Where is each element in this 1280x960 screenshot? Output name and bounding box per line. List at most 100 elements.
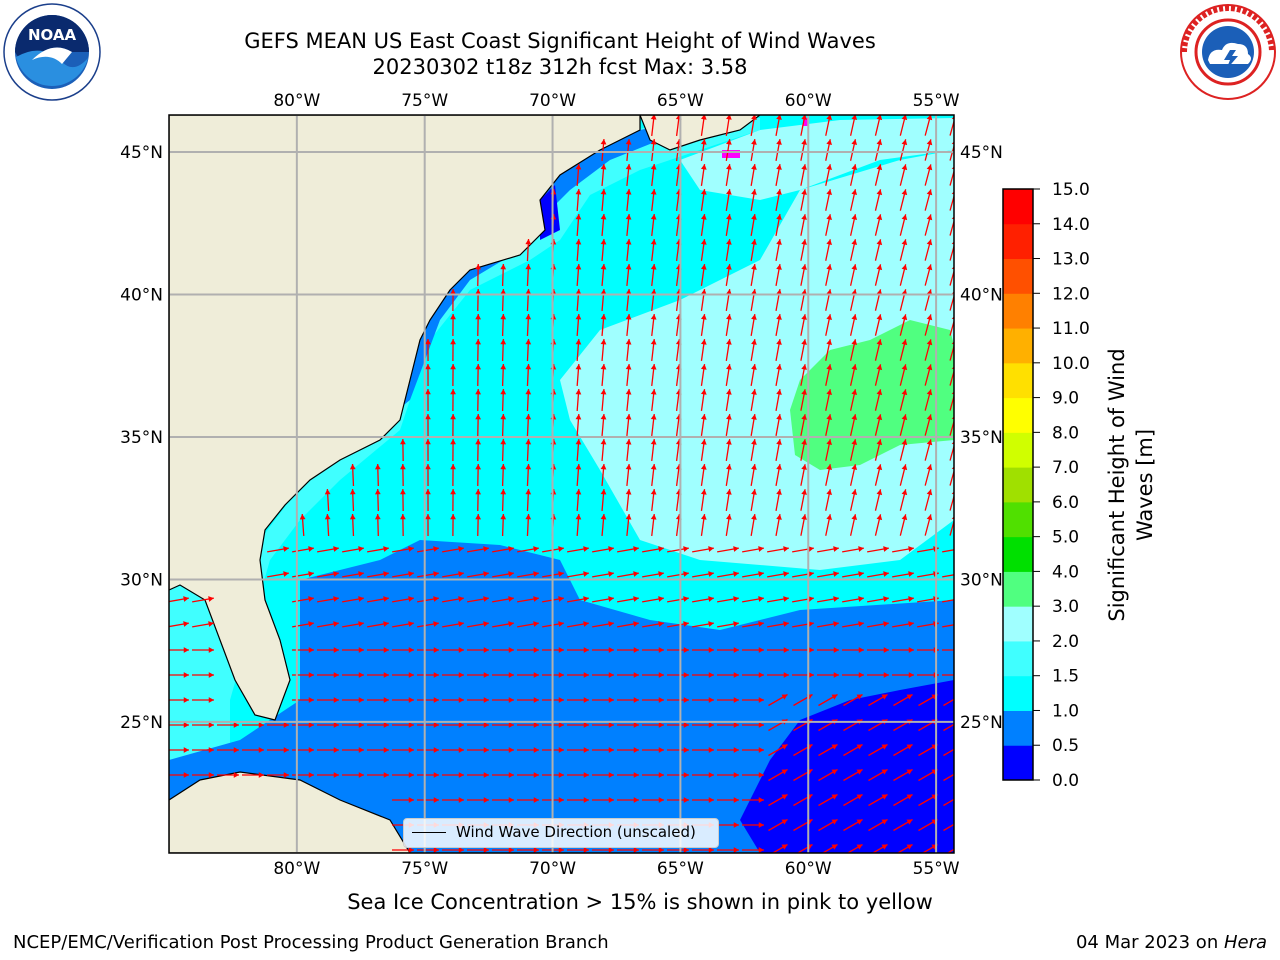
colorbar-segment <box>1003 397 1033 433</box>
wave-arrow-head <box>726 489 732 495</box>
lon-tick-label: 65°W <box>657 91 704 111</box>
wave-arrow-head <box>508 747 514 753</box>
wave-arrow-head <box>183 697 189 703</box>
wave-arrow-head <box>358 747 364 753</box>
wave-arrow-head <box>308 672 314 678</box>
wave-arrow-head <box>650 389 657 395</box>
wave-arrow-head <box>625 389 632 395</box>
wave-arrow-head <box>625 139 632 145</box>
wave-arrow-head <box>658 672 664 678</box>
wave-arrow-head <box>831 794 838 800</box>
wave-arrow-head <box>383 621 389 627</box>
wave-arrow-head <box>625 189 632 195</box>
lon-ticks-bottom: 80°W 75°W 70°W 65°W 60°W 55°W <box>273 859 959 879</box>
wave-arrow-head <box>876 189 883 196</box>
wave-arrow <box>946 848 954 853</box>
lon-tick-label: 60°W <box>785 859 832 879</box>
footer-date: 04 Mar 2023 on Hera <box>1076 932 1267 953</box>
wave-arrow-head <box>758 596 764 602</box>
wave-arrow-head <box>658 747 664 753</box>
lat-tick-label: 30°N <box>960 570 1003 590</box>
wave-arrow-head <box>808 546 814 552</box>
wave-arrow-head <box>926 514 933 521</box>
colorbar-segment <box>1003 536 1033 572</box>
wave-arrow-head <box>450 514 456 520</box>
wave-arrow-head <box>683 596 689 602</box>
wave-arrow-head <box>851 214 858 221</box>
wave-arrow-head <box>383 546 389 552</box>
lon-tick-label: 80°W <box>273 91 320 111</box>
wave-arrow-head <box>908 647 914 653</box>
wave-arrow-head <box>633 672 639 678</box>
wave-arrow-head <box>776 239 782 245</box>
wave-arrow-head <box>283 571 289 577</box>
wave-arrow-head <box>733 847 739 853</box>
wave-arrow-head <box>926 139 933 146</box>
wave-arrow-head <box>650 189 657 195</box>
wave-arrow-head <box>650 514 657 520</box>
lat-tick-label: 35°N <box>120 428 163 448</box>
wave-arrow-head <box>400 514 406 520</box>
sea-ice-note: Sea Ice Concentration > 15% is shown in … <box>347 890 933 914</box>
wave-arrow-head <box>833 596 839 602</box>
wave-arrow-head <box>633 847 639 853</box>
wave-arrow-head <box>608 697 614 703</box>
wave-arrow-head <box>208 772 214 778</box>
wave-arrow-head <box>308 722 314 728</box>
wave-arrow-head <box>450 414 456 420</box>
wave-arrow-head <box>876 339 883 346</box>
wave-arrow-head <box>926 264 933 271</box>
wave-arrow <box>949 143 954 161</box>
wave-arrow-head <box>650 314 657 320</box>
wave-arrow-head <box>508 621 514 627</box>
wave-arrow-head <box>408 847 414 853</box>
wave-arrow-head <box>408 596 414 602</box>
wave-arrow-head <box>233 772 239 778</box>
wave-arrow-head <box>781 844 788 850</box>
wave-arrow-head <box>533 847 539 853</box>
wave-arrow-head <box>600 214 607 220</box>
wave-arrow-head <box>625 364 632 370</box>
wave-arrow-head <box>901 414 908 421</box>
wave-arrow-head <box>959 672 964 678</box>
colorbar-label: Significant Height of Wind Waves [m] <box>1105 348 1157 621</box>
wave-arrow-head <box>433 672 439 678</box>
colorbar-segment <box>1003 467 1033 503</box>
wave-arrow-head <box>726 389 732 395</box>
chart-subtitle: 20230302 t18z 312h fcst Max: 3.58 <box>372 55 748 79</box>
wave-arrow-head <box>525 389 532 395</box>
wave-arrow <box>949 493 954 511</box>
wave-arrow-head <box>358 697 364 703</box>
wave-arrow-head <box>483 546 489 552</box>
wave-arrow-head <box>383 722 389 728</box>
wave-arrow-head <box>876 464 883 471</box>
wave-arrow-head <box>625 339 632 345</box>
wave-arrow-head <box>801 164 807 170</box>
wave-arrow-head <box>776 414 782 420</box>
wave-arrow-head <box>901 339 908 346</box>
wave-arrow-head <box>183 672 189 678</box>
wave-arrow-head <box>906 794 913 800</box>
wave-arrow-head <box>558 722 564 728</box>
wave-arrow-head <box>801 289 807 295</box>
wave-arrow-head <box>533 647 539 653</box>
wave-arrow-head <box>700 115 707 120</box>
wave-arrow-head <box>633 722 639 728</box>
wave-arrow-head <box>258 722 264 728</box>
wave-arrow-head <box>776 514 782 520</box>
wave-arrow-head <box>826 115 832 120</box>
wave-arrow-head <box>781 769 788 775</box>
wave-arrow-head <box>783 571 789 577</box>
wave-arrow-head <box>308 747 314 753</box>
wave-arrow-head <box>349 489 356 495</box>
wave-arrow-head <box>425 464 431 470</box>
colorbar-segment <box>1003 189 1033 225</box>
colorbar-segment <box>1003 432 1033 468</box>
wave-arrow-head <box>957 820 963 825</box>
wave-arrow-head <box>851 189 858 196</box>
wave-arrow-head <box>758 672 764 678</box>
wave-arrow <box>949 393 954 411</box>
wave-arrow <box>949 118 954 136</box>
land-cuba <box>169 771 411 853</box>
footer-host: Hera <box>1223 932 1267 953</box>
